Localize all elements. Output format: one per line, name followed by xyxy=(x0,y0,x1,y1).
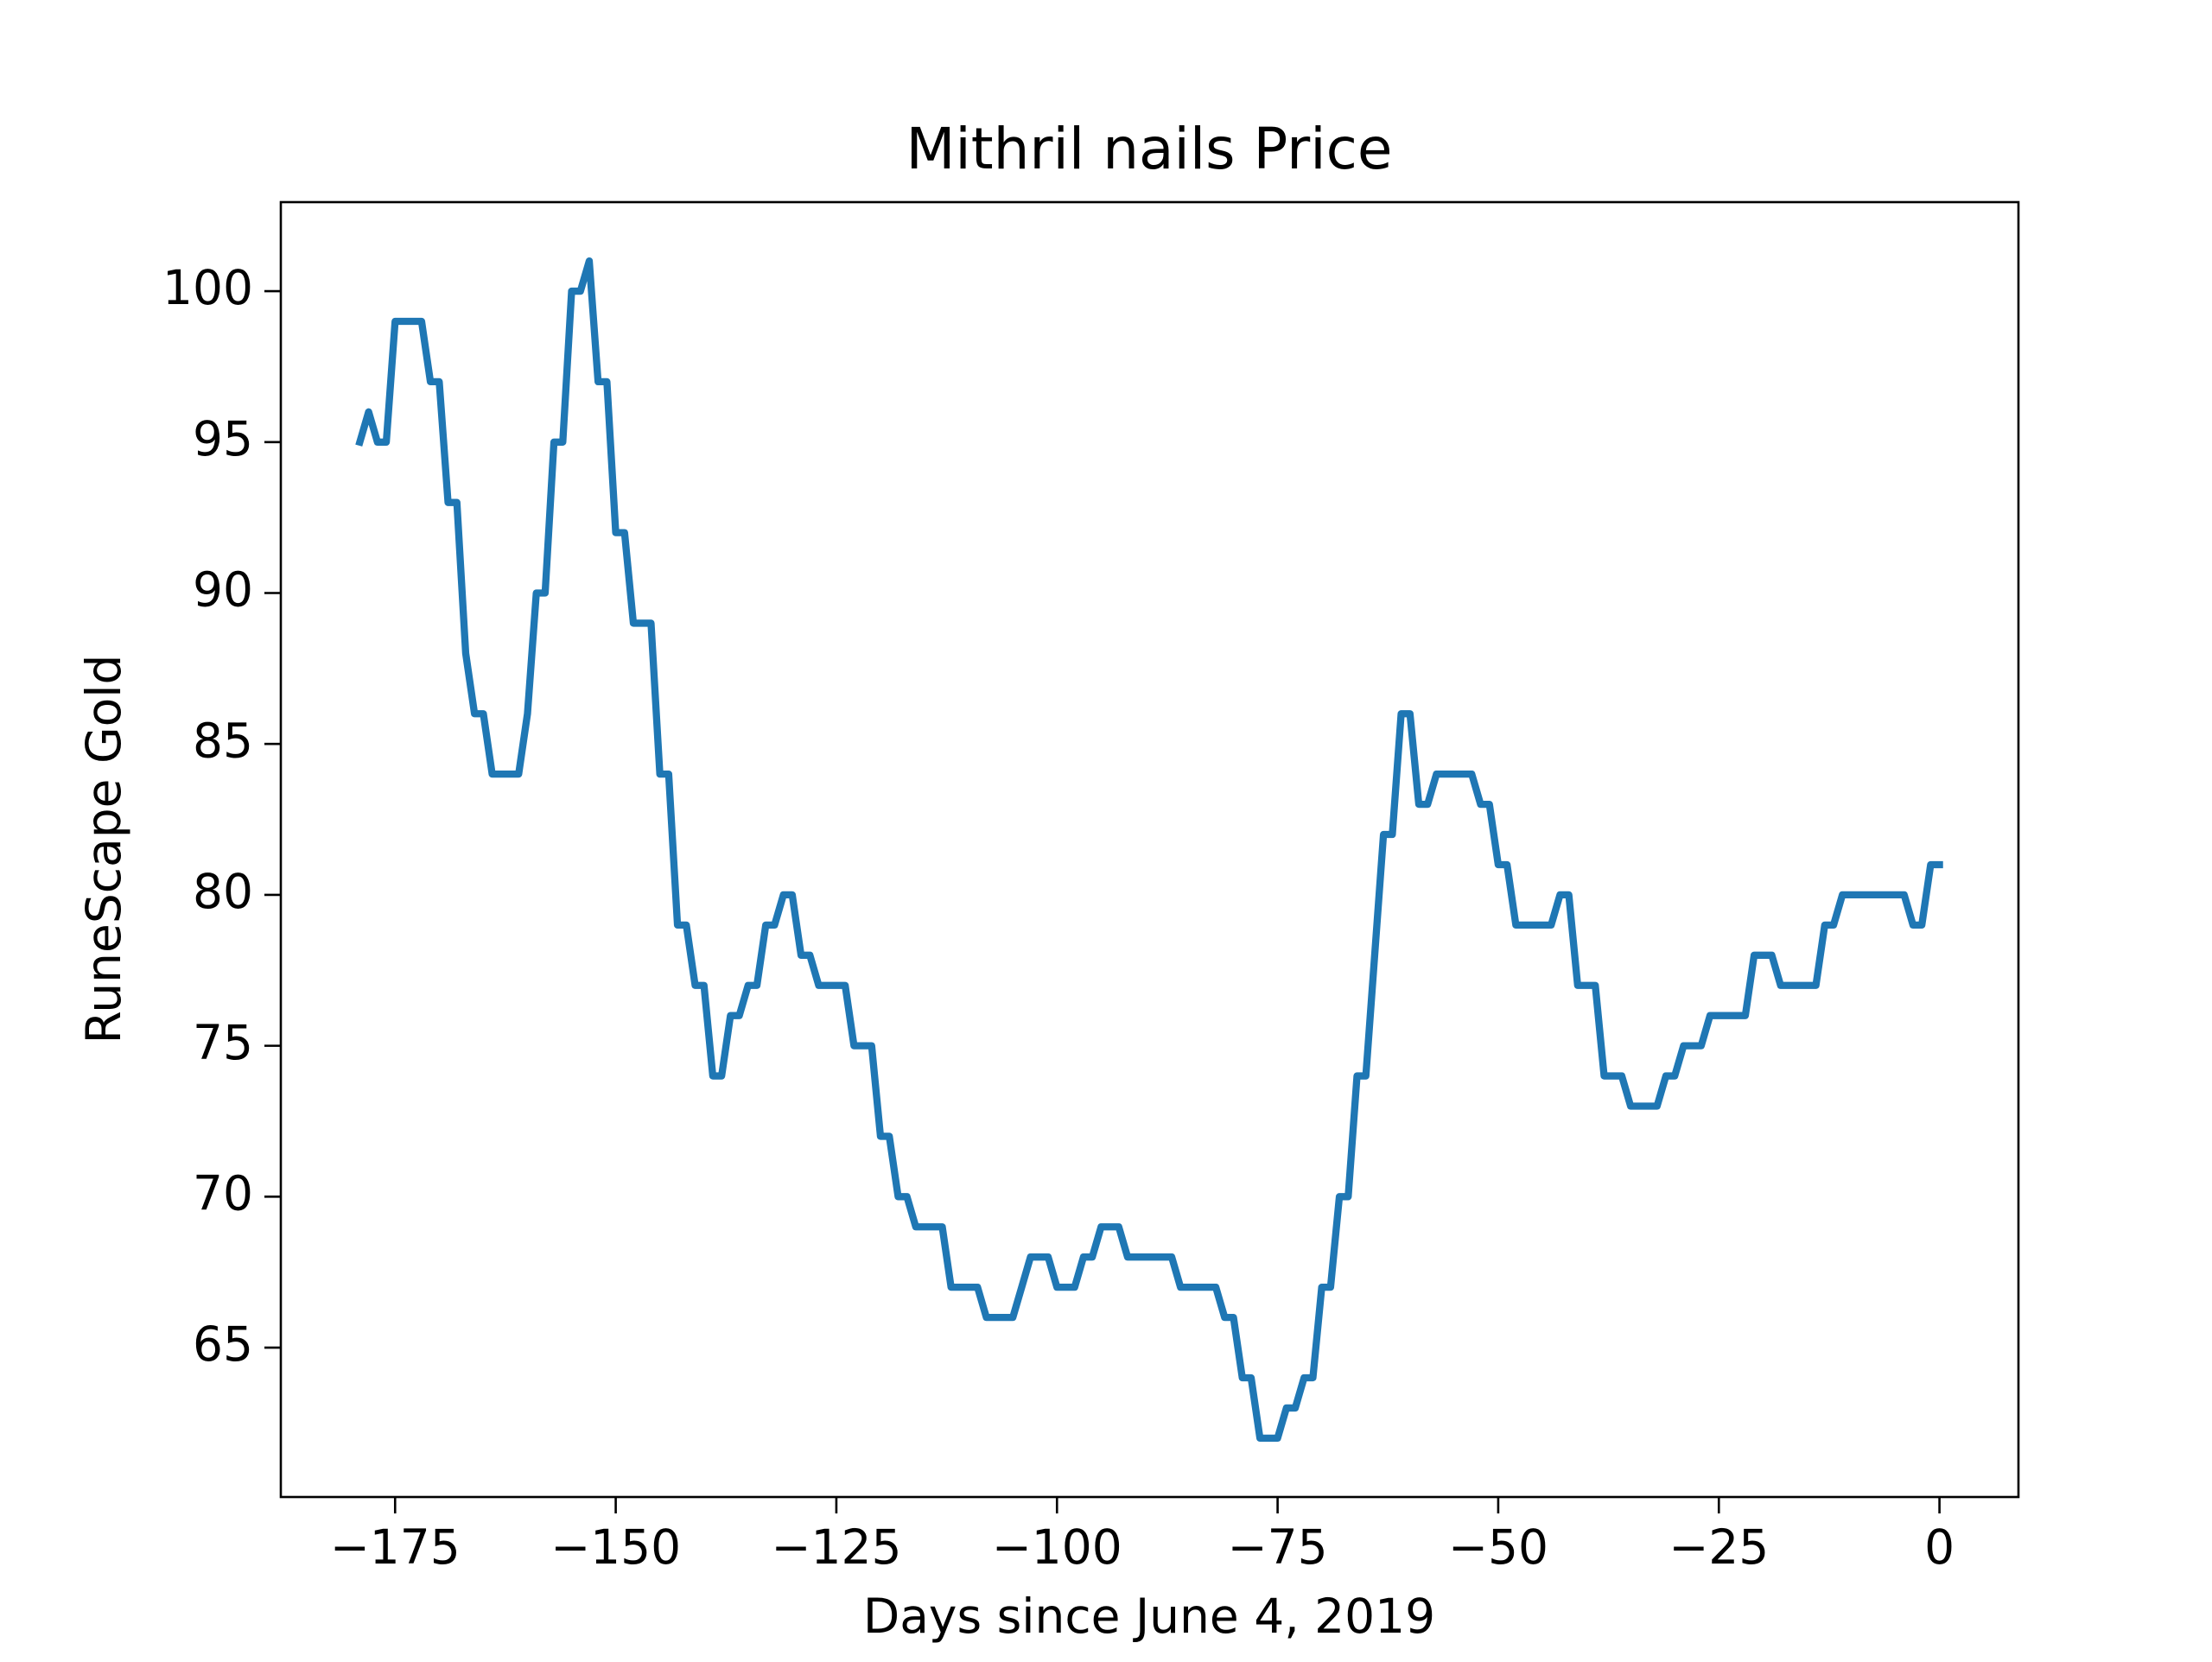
y-tick-label: 95 xyxy=(193,411,253,466)
x-tick-label: 0 xyxy=(1924,1519,1955,1575)
x-axis-label: Days since June 4, 2019 xyxy=(863,1589,1435,1644)
x-tick-label: −25 xyxy=(1669,1519,1769,1575)
x-tick-label: −100 xyxy=(992,1519,1122,1575)
x-tick-label: −150 xyxy=(550,1519,681,1575)
y-axis-label: RuneScape Gold xyxy=(76,655,131,1044)
y-tick-label: 80 xyxy=(193,864,253,919)
y-tick-label: 70 xyxy=(193,1165,253,1221)
price-line xyxy=(355,257,1943,1443)
y-tick-label: 85 xyxy=(193,713,253,768)
x-tick-label: −175 xyxy=(330,1519,461,1575)
axes-frame xyxy=(279,200,2020,1499)
x-tick-label: −75 xyxy=(1228,1519,1328,1575)
x-tick-label: −125 xyxy=(771,1519,901,1575)
y-tick-label: 75 xyxy=(193,1015,253,1070)
chart-title: Mithril nails Price xyxy=(906,116,1392,182)
y-tick-label: 100 xyxy=(162,260,253,315)
x-tick-label: −50 xyxy=(1448,1519,1548,1575)
y-tick-label: 90 xyxy=(193,562,253,618)
y-tick-label: 65 xyxy=(193,1316,253,1372)
